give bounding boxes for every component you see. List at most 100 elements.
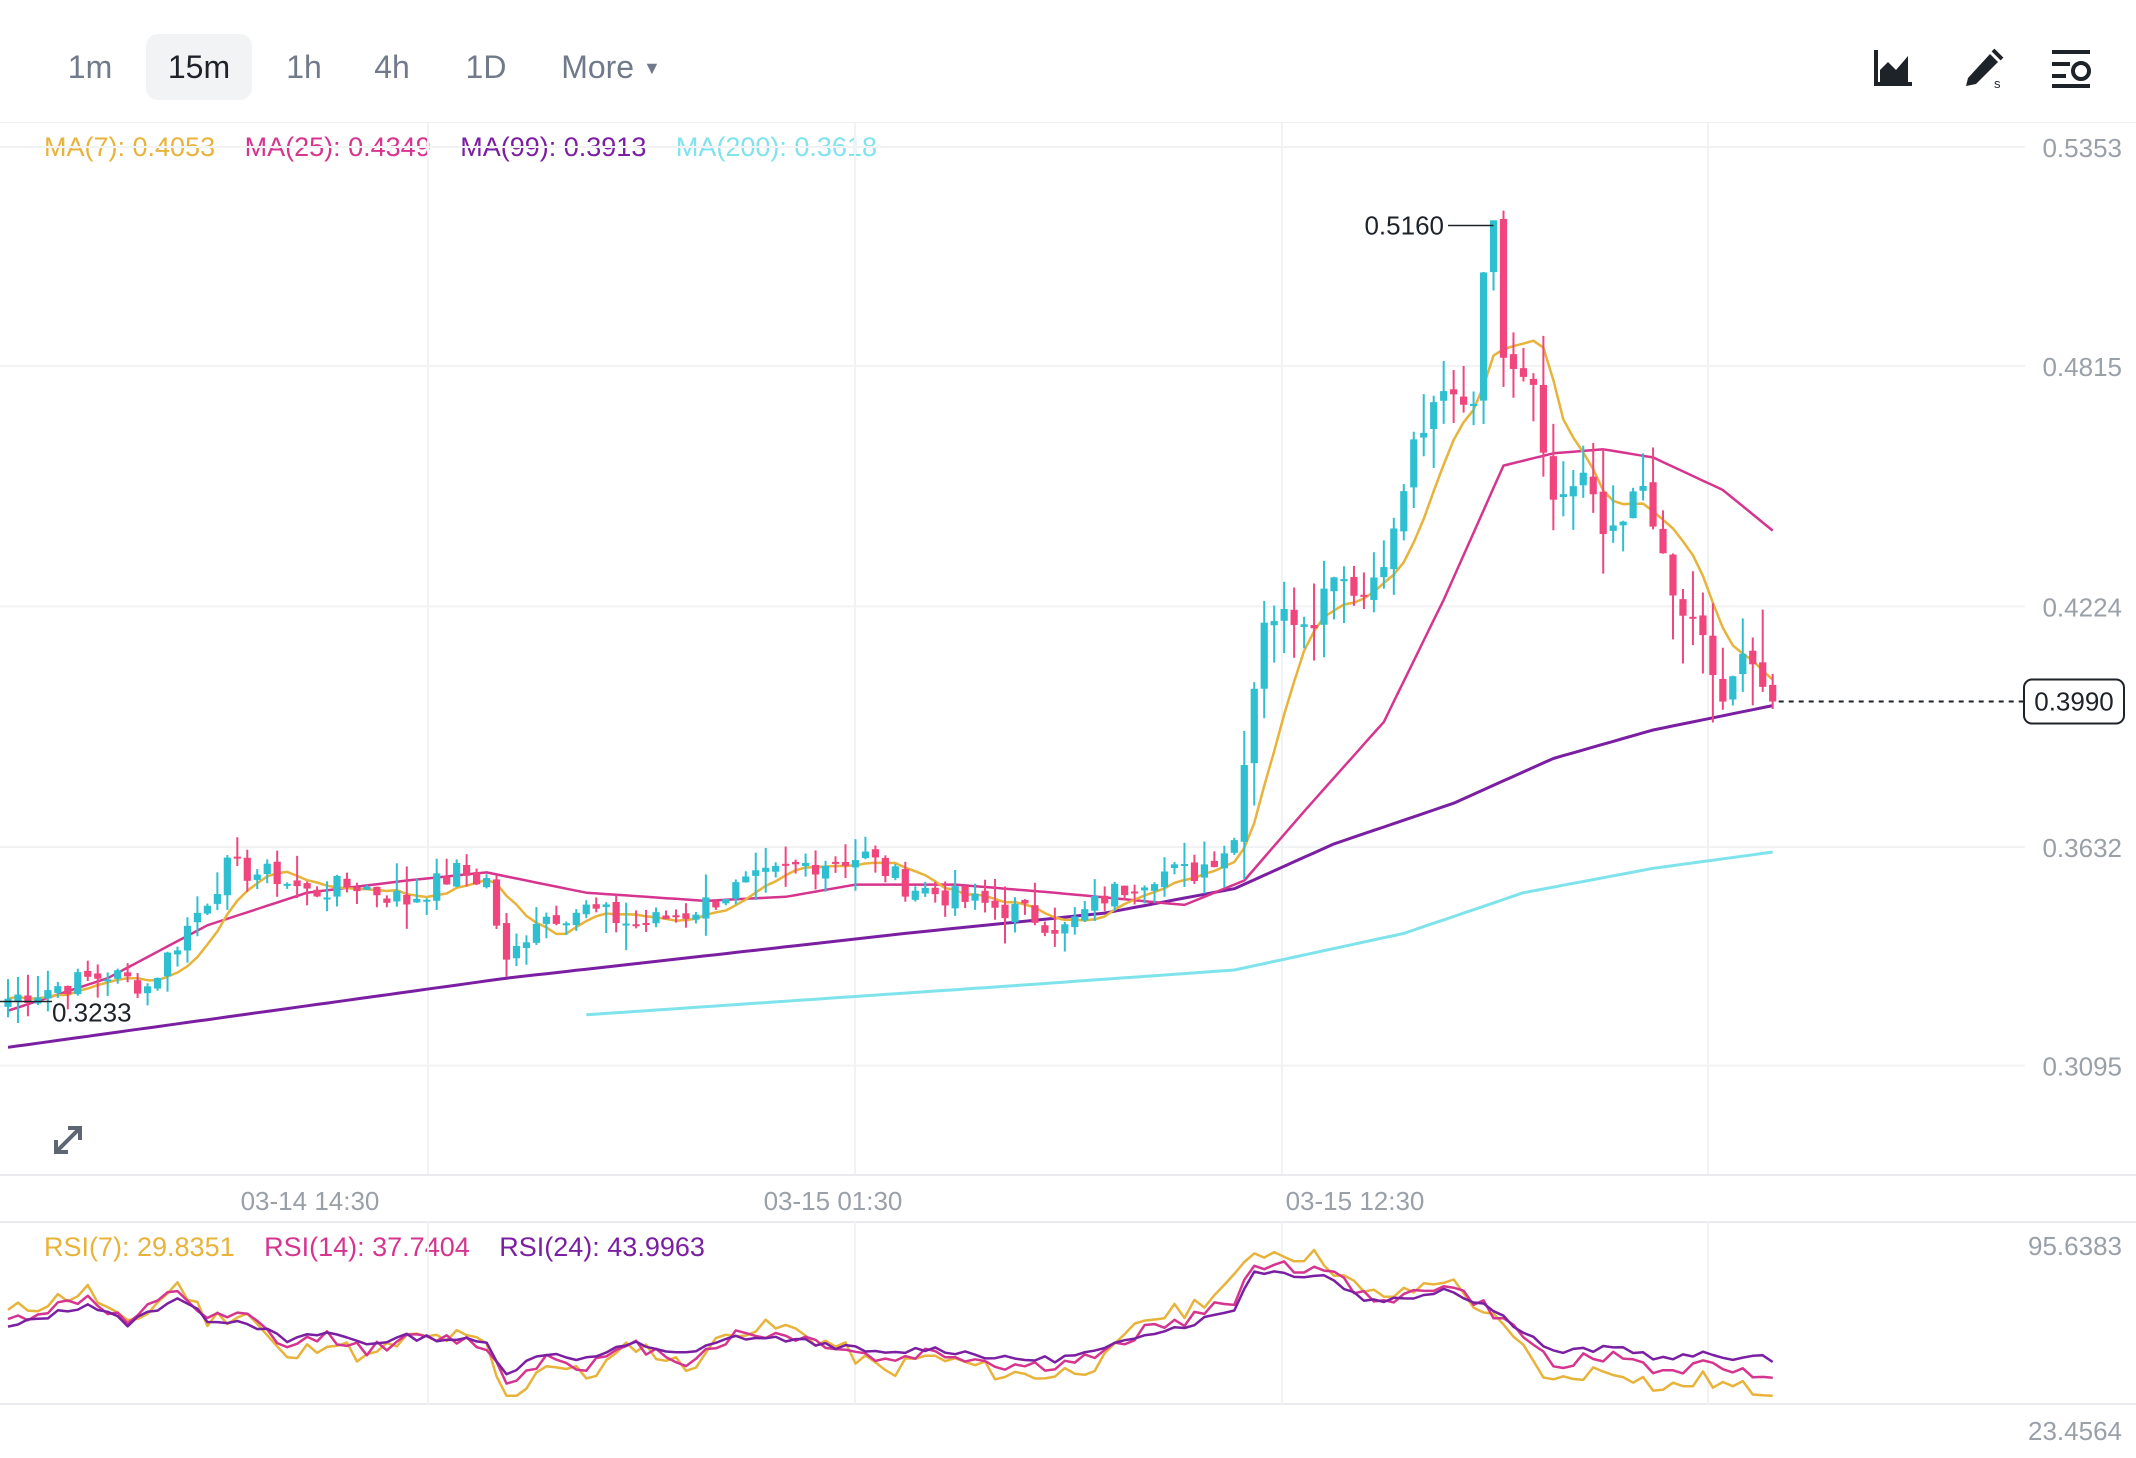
candle-up [253, 874, 261, 880]
candle-up [213, 894, 221, 904]
candle-down [403, 894, 411, 905]
candle-up [851, 860, 860, 868]
candle-down [1519, 368, 1528, 377]
candle-down [1599, 491, 1607, 535]
ma7-line [7, 339, 1774, 1001]
candle-down [1709, 635, 1717, 676]
candle-down [871, 849, 879, 858]
candle-up [54, 986, 62, 993]
candle-up [183, 925, 192, 951]
time-tick-label: 03-14 14:30 [241, 1186, 380, 1216]
candle-up [1729, 676, 1737, 700]
candle-down [273, 861, 281, 885]
candle-down [64, 985, 72, 995]
ma99-line [7, 704, 1773, 1049]
timeframe-1m[interactable]: 1m [67, 49, 113, 85]
timeframe-15m[interactable]: 15m [146, 34, 252, 100]
candle-up [193, 912, 202, 923]
price-axis: 0.5353 0.4815 0.4224 0.3632 0.3095 [2042, 133, 2122, 1082]
candle-up [1111, 883, 1119, 907]
rsi7-line [7, 1248, 1773, 1398]
candle-up [433, 873, 441, 901]
candle-up [393, 890, 401, 902]
candle-up [1150, 884, 1159, 891]
candle-down [233, 856, 241, 859]
candle-up [572, 912, 580, 926]
candle-up [263, 863, 271, 875]
candle-up [1170, 864, 1179, 869]
candle-down [134, 980, 142, 994]
rsi-legend: RSI(7): 29.8351 RSI(14): 37.7404 RSI(24)… [44, 1232, 727, 1263]
draw-tool-icon[interactable]: s [1960, 44, 2006, 90]
candle-up [1270, 621, 1278, 626]
candle-up [891, 866, 899, 879]
more-timeframes-button[interactable]: More ▼ [550, 34, 672, 100]
candle-down [343, 878, 351, 888]
candle-down [1310, 625, 1318, 629]
candle-up [742, 876, 750, 883]
candle-up [1609, 525, 1617, 531]
candle-up [1619, 521, 1627, 526]
candle-down [1539, 384, 1547, 453]
candle-down [961, 886, 969, 902]
candle-down [831, 861, 840, 864]
low-price-label: 0.3233 [52, 997, 132, 1027]
rsi7-legend: RSI(7): 29.8351 [44, 1232, 235, 1262]
candle-down [383, 898, 391, 903]
candle-up [423, 899, 431, 902]
timeframe-4h[interactable]: 4h [374, 49, 410, 85]
candle-up [413, 898, 421, 903]
rsi24-line [7, 1270, 1774, 1376]
candle-down [592, 904, 600, 909]
candle-up [14, 994, 22, 1003]
candle-up [722, 899, 730, 904]
candle-up [562, 923, 570, 926]
candle-up [323, 897, 331, 900]
candle-up [542, 916, 550, 924]
candle-down [94, 973, 102, 979]
candle-up [203, 905, 211, 914]
candle-down [782, 863, 790, 866]
candle-up [1320, 588, 1328, 625]
candle-up [702, 897, 710, 919]
candle-down [472, 872, 481, 885]
candle-up [1091, 895, 1099, 911]
candle-down [1749, 650, 1757, 665]
indicator-settings-icon[interactable] [2048, 44, 2094, 90]
candle-down [1460, 396, 1468, 405]
candle-down [1350, 577, 1358, 596]
candle-up [114, 970, 122, 979]
candle-down [1041, 925, 1049, 933]
rsi-tick-label: 23.4564 [2028, 1416, 2122, 1446]
candle-up [1240, 765, 1248, 842]
chart-style-icon[interactable] [1870, 44, 1916, 90]
candle-down [1051, 930, 1059, 934]
candle-up [802, 862, 810, 866]
candle-up [482, 878, 491, 888]
candle-up [1180, 864, 1189, 867]
candle-up [532, 923, 541, 943]
candle-down [792, 861, 800, 865]
candle-down [662, 915, 670, 920]
candle-up [283, 883, 291, 886]
candle-down [1719, 678, 1727, 702]
candle-down [1499, 219, 1508, 358]
price-chart[interactable]: 0.5353 0.4815 0.4224 0.3632 0.3095 03-14 14:… [0, 122, 2136, 1458]
svg-text:s: s [1994, 76, 2001, 90]
candle-down [1450, 389, 1458, 395]
candle-up [1160, 871, 1169, 888]
timeframe-1d[interactable]: 1D [465, 49, 507, 85]
candle-down [712, 901, 720, 908]
timeframe-1h[interactable]: 1h [286, 49, 322, 85]
candle-up [1469, 403, 1478, 406]
candle-up [622, 923, 630, 926]
candle-up [602, 904, 610, 908]
candle-up [1420, 432, 1428, 438]
ma200-line [586, 850, 1773, 1017]
candle-up [453, 863, 461, 887]
expand-chart-button[interactable] [42, 1114, 94, 1166]
candle-up [143, 986, 152, 994]
candle-down [1360, 594, 1368, 597]
candle-up [333, 875, 341, 897]
time-axis: 03-14 14:30 03-15 01:30 03-15 12:30 [241, 1186, 1425, 1216]
